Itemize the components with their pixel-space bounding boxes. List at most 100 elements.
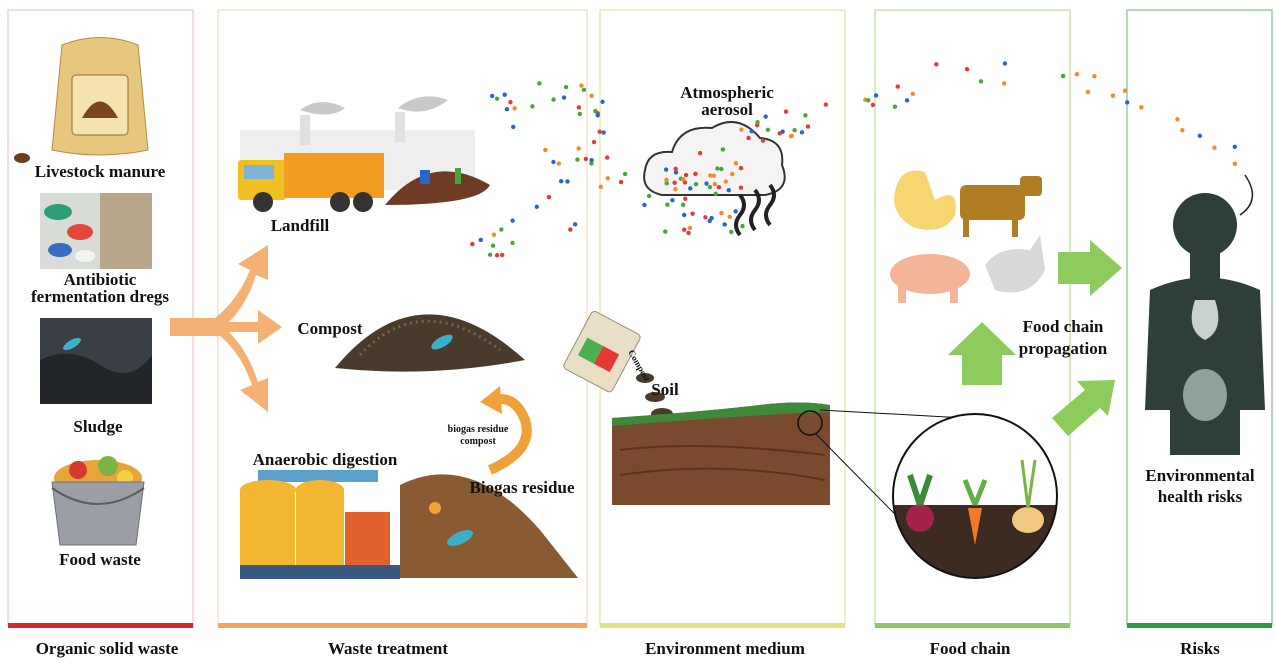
airborne-particles-part xyxy=(672,180,677,185)
airborne-particles-part xyxy=(712,181,718,187)
airborne-particles-part xyxy=(792,128,797,133)
airborne-particles-part xyxy=(487,252,493,257)
airborne-particles-part xyxy=(576,105,582,110)
airborne-particles-part xyxy=(601,130,606,135)
airborne-particles-part xyxy=(605,176,611,181)
airborne-particles-part xyxy=(683,196,688,202)
landfill-scene-part xyxy=(284,153,384,198)
airborne-particles-part xyxy=(534,204,539,210)
airborne-particles-part xyxy=(693,182,699,187)
cloud-part xyxy=(643,120,786,196)
airborne-particles-part xyxy=(729,229,734,235)
airborne-particles-part xyxy=(763,114,768,119)
airborne-particles-part xyxy=(543,147,548,153)
green-arrows-part xyxy=(1052,380,1115,436)
airborne-particles-part xyxy=(604,155,610,160)
airborne-particles-part xyxy=(589,157,594,163)
airborne-particles-part xyxy=(805,124,811,129)
airborne-particles-part xyxy=(670,197,675,203)
airborne-particles-part xyxy=(502,92,507,97)
source-label: fermentation dregs xyxy=(31,287,169,306)
digester-part xyxy=(240,480,296,500)
column-bars-part xyxy=(600,623,845,628)
airborne-particles-part xyxy=(1212,145,1217,150)
digester-part xyxy=(240,565,400,579)
animals-part xyxy=(894,170,956,230)
digester-part xyxy=(258,470,378,482)
soil-block-part xyxy=(797,410,823,436)
human-silhouette-part xyxy=(1145,277,1265,455)
treatment-label: Landfill xyxy=(271,216,330,235)
airborne-particles-part xyxy=(576,146,581,151)
landfill-scene xyxy=(238,96,490,212)
airborne-particles-part xyxy=(673,166,678,172)
airborne-particles-part xyxy=(910,91,915,97)
landfill-scene-part xyxy=(455,168,461,184)
pills-photo-part xyxy=(67,224,93,240)
source-label: Antibiotic xyxy=(64,270,137,289)
human-silhouette-part xyxy=(1173,193,1237,257)
airborne-particles-part xyxy=(537,81,542,86)
airborne-particles-part xyxy=(730,171,735,177)
airborne-particles-part xyxy=(478,237,483,243)
airborne-particles-part xyxy=(490,93,495,99)
green-arrows-part xyxy=(1058,240,1122,296)
cycle-arrow-part xyxy=(487,394,532,475)
human-silhouette xyxy=(1145,174,1265,455)
animals-part xyxy=(1020,176,1042,196)
airborne-particles-part xyxy=(722,222,727,227)
airborne-particles-part xyxy=(711,173,717,178)
fan-arrows-part xyxy=(170,245,268,336)
airborne-particles-part xyxy=(964,67,970,72)
airborne-particles-part xyxy=(504,106,510,112)
airborne-particles-part xyxy=(491,232,497,237)
airborne-particles-part xyxy=(749,129,754,134)
landfill-scene-part xyxy=(300,101,345,115)
animals-part xyxy=(985,235,1045,293)
manure-bag xyxy=(14,37,149,163)
airborne-particles-part xyxy=(707,218,712,224)
compost-bag-icon-part xyxy=(577,337,604,364)
environment-label: aerosol xyxy=(701,100,753,119)
airborne-particles-part xyxy=(681,177,686,182)
airborne-particles-part xyxy=(494,96,500,101)
airborne-particles-part xyxy=(740,223,745,229)
airborne-particles-part xyxy=(707,185,713,190)
fan-arrows-part xyxy=(215,310,282,344)
airborne-particles-part xyxy=(581,87,587,93)
cloud-part xyxy=(734,193,746,237)
airborne-particles-part xyxy=(664,181,669,186)
airborne-particles-part xyxy=(563,84,569,90)
manure-bag-part xyxy=(82,101,118,118)
airborne-particles-part xyxy=(1110,93,1116,98)
airborne-particles-part xyxy=(558,179,564,184)
airborne-particles-part xyxy=(511,124,516,130)
airborne-particles-part xyxy=(546,194,552,200)
animals-part xyxy=(1012,215,1018,237)
animals-part xyxy=(960,185,1025,220)
airborne-particles-part xyxy=(589,161,594,166)
zoom-circle-part-part xyxy=(962,479,988,506)
digester-part xyxy=(240,490,295,570)
airborne-particles-part xyxy=(799,130,805,135)
environment-label: Atmospheric xyxy=(680,83,774,102)
airborne-particles-part xyxy=(642,202,647,208)
airborne-particles-part xyxy=(1232,144,1237,149)
airborne-particles-part xyxy=(716,185,722,190)
column-label: Environment medium xyxy=(645,639,805,658)
airborne-particles-part xyxy=(739,127,744,132)
airborne-particles-part xyxy=(1002,81,1007,86)
column-bars-part xyxy=(8,623,193,628)
airborne-particles-part xyxy=(738,185,744,190)
airborne-particles-part xyxy=(565,179,570,184)
cloud-part xyxy=(749,188,761,232)
airborne-particles-part xyxy=(683,172,689,178)
airborne-particles-part xyxy=(595,113,600,118)
pills-photo xyxy=(40,193,152,269)
landfill-scene-part xyxy=(395,112,405,142)
source-label: Livestock manure xyxy=(35,162,166,181)
airborne-particles-part xyxy=(788,133,794,139)
zoom-circle-part-part xyxy=(1020,459,1037,509)
airborne-particles-part xyxy=(568,227,573,232)
